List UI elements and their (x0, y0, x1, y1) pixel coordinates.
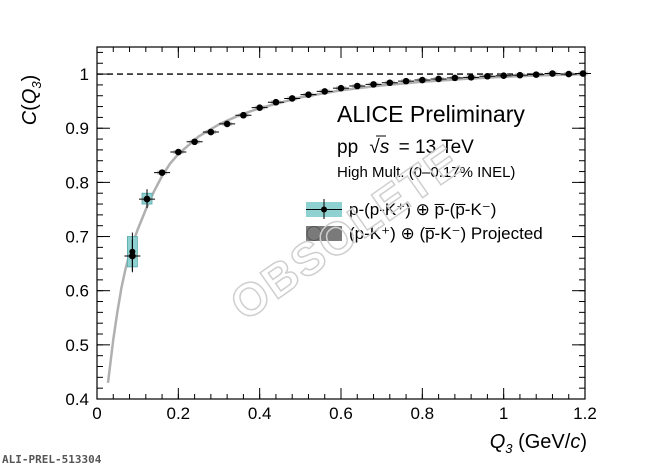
sqrt-symbol: √ (369, 137, 380, 158)
legend-marker-series2 (306, 226, 322, 241)
legend-marker-series1 (321, 206, 327, 213)
y-tick-label: 0.7 (65, 228, 89, 247)
axis-ticks (96, 47, 586, 400)
y-axis-title: C(Q3) (19, 75, 44, 126)
series2-point (419, 76, 426, 84)
x-tick-label: 0.2 (167, 404, 191, 423)
y-tick-label: 0.6 (65, 282, 89, 301)
x-tick-label: 0.6 (329, 404, 353, 423)
series2-point (353, 82, 361, 90)
system-label: pp √s = 13 TeV (337, 137, 474, 158)
series-2-markers (124, 70, 591, 273)
legend: p-(p-K⁺) ⊕ p̅-(p̅-K⁻) (p-K⁺) ⊕ (p̅-K⁻) P… (306, 199, 543, 243)
y-tick-label: 0.5 (65, 336, 89, 355)
y-tick-labels: 0.4 0.5 0.6 0.7 0.8 0.9 1 (65, 65, 89, 409)
series2-point (158, 169, 166, 176)
legend-label-series1: p-(p-K⁺) ⊕ p̅-(p̅-K⁻) (349, 200, 496, 219)
series2-point (191, 138, 198, 146)
x-tick-label: 0.8 (411, 404, 435, 423)
y-tick-label: 0.4 (65, 390, 89, 409)
series2-point (370, 81, 377, 88)
multiplicity-label: High Mult. (0–0.17% INEL) (337, 164, 515, 181)
series2-point (500, 72, 507, 80)
series2-point (288, 95, 296, 102)
series2-point (223, 120, 231, 128)
series2-point (579, 70, 587, 77)
x-axis-title: Q3 (GeV/c) (490, 431, 587, 456)
reference-id: ALI-PREL-513304 (2, 453, 102, 466)
series2-point (272, 98, 280, 106)
x-tick-label: 1.2 (573, 404, 597, 423)
y-tick-label: 1 (80, 65, 89, 84)
series2-point (402, 77, 410, 85)
series2-point (484, 72, 491, 80)
series2-point (321, 88, 329, 95)
series2-point (451, 74, 459, 82)
series2-point (175, 148, 182, 156)
series2-point (549, 70, 556, 77)
x-tick-label: 0.4 (248, 404, 272, 423)
series2-point (435, 75, 442, 83)
x-tick-label: 1 (499, 404, 508, 423)
series2-point (337, 84, 345, 92)
series2-point (143, 195, 151, 203)
series2-point (386, 79, 394, 87)
series2-point (305, 91, 312, 98)
series2-point (467, 74, 475, 81)
collab-label: ALICE Preliminary (337, 101, 525, 127)
x-tick-label: 0 (92, 404, 101, 423)
series2-point (207, 128, 215, 136)
series2-point (516, 71, 524, 79)
series2-point (129, 252, 136, 260)
series2-point (565, 70, 573, 78)
y-tick-label: 0.9 (65, 119, 89, 138)
series2-point (532, 71, 540, 78)
series2-point (256, 104, 263, 111)
y-tick-label: 0.8 (65, 173, 89, 192)
legend-label-series2: (p-K⁺) ⊕ (p̅-K⁻) Projected (349, 224, 543, 243)
series2-point (240, 111, 247, 119)
x-tick-labels: 0 0.2 0.4 0.6 0.8 1 1.2 (92, 404, 597, 423)
